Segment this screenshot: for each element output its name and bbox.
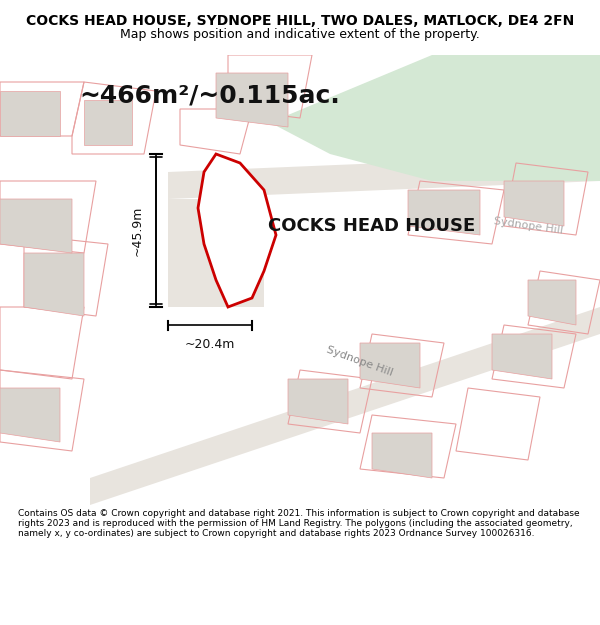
Text: Sydnope Hill: Sydnope Hill — [493, 216, 563, 236]
Polygon shape — [84, 100, 132, 145]
Polygon shape — [360, 343, 420, 388]
Text: ~20.4m: ~20.4m — [185, 339, 235, 351]
Polygon shape — [90, 307, 600, 505]
Polygon shape — [492, 334, 552, 379]
Polygon shape — [288, 379, 348, 424]
Polygon shape — [0, 388, 60, 442]
Polygon shape — [0, 91, 60, 136]
Text: Sydnope Hill: Sydnope Hill — [325, 344, 395, 377]
Polygon shape — [168, 199, 264, 307]
Text: Map shows position and indicative extent of the property.: Map shows position and indicative extent… — [120, 28, 480, 41]
Polygon shape — [168, 154, 600, 199]
Text: ~466m²/~0.115ac.: ~466m²/~0.115ac. — [80, 84, 340, 107]
Polygon shape — [198, 154, 276, 307]
Text: ~45.9m: ~45.9m — [131, 205, 144, 256]
Text: COCKS HEAD HOUSE, SYDNOPE HILL, TWO DALES, MATLOCK, DE4 2FN: COCKS HEAD HOUSE, SYDNOPE HILL, TWO DALE… — [26, 14, 574, 28]
Text: COCKS HEAD HOUSE: COCKS HEAD HOUSE — [268, 217, 476, 235]
Polygon shape — [408, 190, 480, 235]
Polygon shape — [270, 55, 600, 181]
Polygon shape — [24, 253, 84, 316]
Polygon shape — [372, 433, 432, 478]
Polygon shape — [0, 199, 72, 253]
Polygon shape — [504, 181, 564, 226]
Polygon shape — [216, 73, 288, 127]
Polygon shape — [528, 280, 576, 325]
Text: Contains OS data © Crown copyright and database right 2021. This information is : Contains OS data © Crown copyright and d… — [18, 509, 580, 538]
